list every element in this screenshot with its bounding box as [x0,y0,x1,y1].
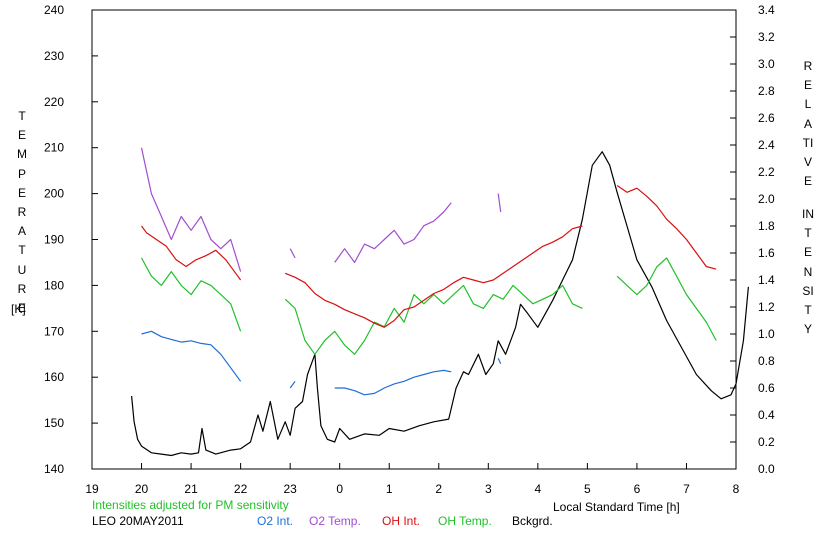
series-line-o2-int [334,369,452,396]
series-line-bckgrd [131,151,749,457]
y-right-tick-label: 2.4 [758,138,775,152]
legend-entry-bckgrd: Bckgrd. [512,514,553,528]
x-tick-label: 6 [634,482,641,496]
y-left-tick-label: 220 [44,95,64,109]
x-tick-label: 22 [234,482,248,496]
y-left-tick-label: 180 [44,278,64,292]
x-axis-label: Local Standard Time [h] [553,500,680,514]
series-line-oh-temp [140,257,242,332]
series-line-oh-int [616,185,717,270]
series-line-oh-int [141,225,242,281]
y-left-tick-label: 150 [44,416,64,430]
station-label: LEO 20MAY2011 [92,514,184,528]
x-tick-label: 0 [336,482,343,496]
right-axis-label-intensity: INTENSITY [802,207,814,337]
y-right-tick-label: 0.2 [758,435,775,449]
y-right-tick-label: 3.2 [758,30,775,44]
legend-entry-oh-temp: OH Temp. [438,514,492,528]
y-right-tick-label: 0.6 [758,381,775,395]
x-tick-label: 1 [386,482,393,496]
series-line-o2-temp [497,193,502,213]
x-tick-label: 4 [535,482,542,496]
x-tick-label: 5 [584,482,591,496]
y-right-tick-label: 1.0 [758,327,775,341]
series-line-o2-int [289,380,296,389]
y-left-tick-label: 170 [44,324,64,338]
series-line-oh-int [284,225,583,328]
legend-entry-oh-int: OH Int. [382,514,421,528]
y-right-tick-label: 2.6 [758,111,775,125]
y-left-tick-label: 190 [44,233,64,247]
series-line-o2-temp [334,202,452,263]
x-tick-label: 8 [733,482,740,496]
series-line-o2-int [497,358,502,364]
series-line-o2-temp [140,147,242,272]
y-left-tick-label: 230 [44,49,64,63]
y-left-tick-label: 140 [44,462,64,476]
y-right-tick-label: 2.0 [758,192,775,206]
legend-entry-o2-int: O2 Int. [257,514,294,528]
sensitivity-note: Intensities adjusted for PM sensitivity [92,498,289,512]
series-group [131,147,749,457]
y-left-tick-label: 200 [44,187,64,201]
left-axis-unit: [K] [11,302,26,316]
x-tick-label: 7 [683,482,690,496]
y-right-tick-label: 1.6 [758,246,775,260]
left-axis-label: TEMPERATURE [17,109,27,316]
x-tick-label: 20 [135,482,149,496]
series-line-oh-temp [616,257,717,341]
y-right-tick-label: 1.4 [758,273,775,287]
x-tick-label: 19 [85,482,99,496]
y-right-tick-label: 0.4 [758,408,775,422]
y-right-tick-label: 0.0 [758,462,775,476]
y-left-tick-label: 210 [44,141,64,155]
y-right-tick-label: 1.2 [758,300,775,314]
y-right-tick-label: 3.4 [758,3,775,17]
y-left-tick-label: 240 [44,3,64,17]
y-right-tick-label: 2.2 [758,165,775,179]
x-tick-label: 3 [485,482,492,496]
y-right-tick-label: 3.0 [758,57,775,71]
x-tick-label: 23 [283,482,297,496]
x-tick-label: 21 [184,482,198,496]
x-tick-label: 2 [435,482,442,496]
series-line-o2-temp [289,248,296,259]
axes-group: 1401501601701801902002102202302400.00.20… [44,3,775,496]
y-right-tick-label: 1.8 [758,219,775,233]
y-right-tick-label: 2.8 [758,84,775,98]
legend-entry-o2-temp: O2 Temp. [309,514,361,528]
series-line-o2-int [141,330,242,382]
y-left-tick-label: 160 [44,370,64,384]
y-right-tick-label: 0.8 [758,354,775,368]
right-axis-label-relative: RELATIVE [802,59,814,189]
series-line-oh-temp [284,284,583,355]
